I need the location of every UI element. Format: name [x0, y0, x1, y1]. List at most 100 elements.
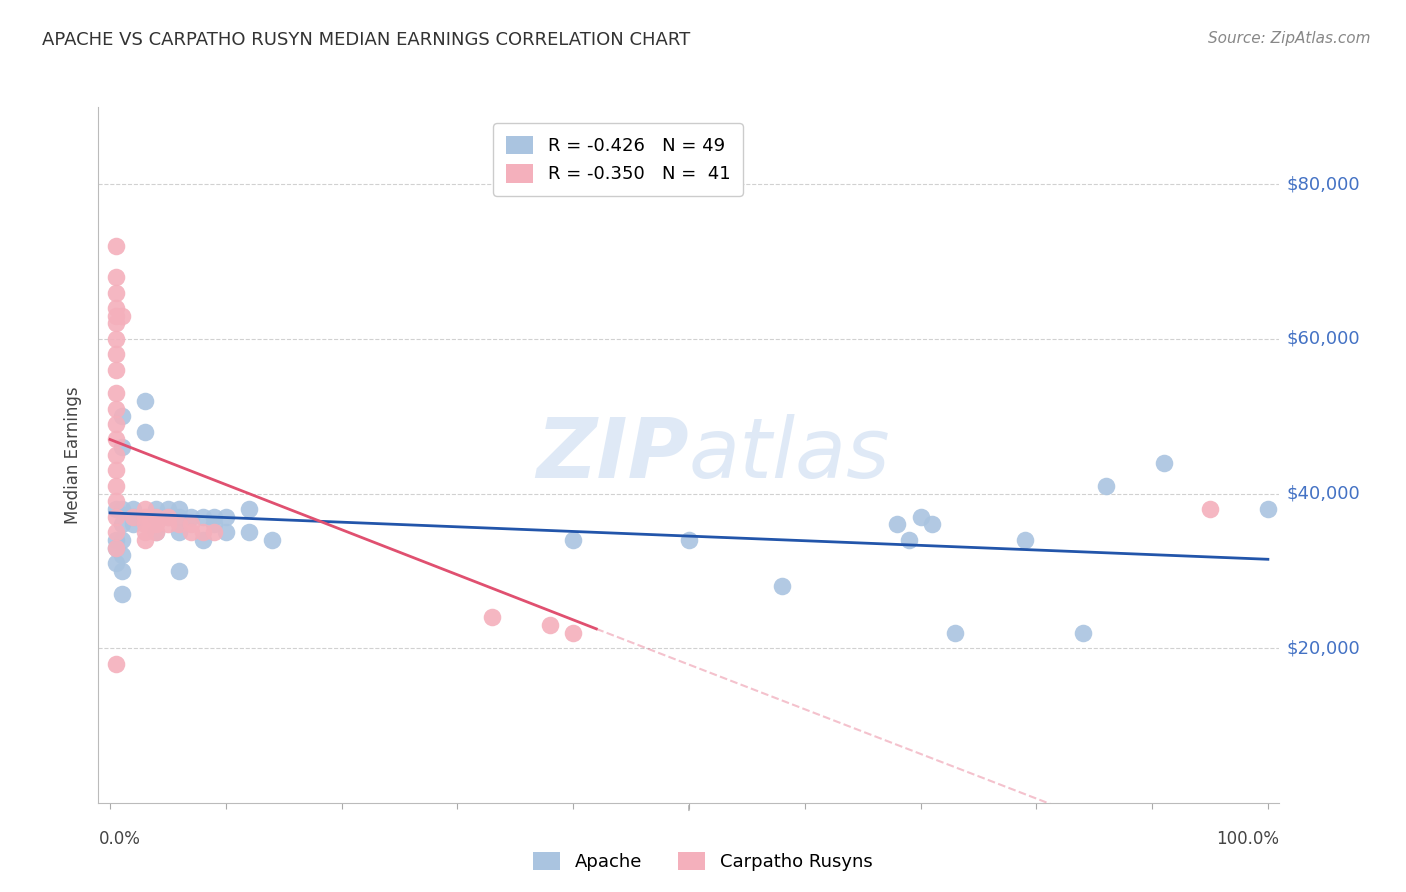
Point [562, 533, 585, 547]
Point [202, 517, 225, 532]
Point [104, 525, 127, 540]
Point [104, 363, 127, 377]
Point [145, 525, 167, 540]
Point [169, 502, 191, 516]
Point [145, 509, 167, 524]
Point [134, 517, 156, 532]
Point [180, 517, 202, 532]
Point [104, 433, 127, 447]
Point [110, 309, 132, 323]
Point [180, 525, 202, 540]
Point [191, 525, 214, 540]
Text: APACHE VS CARPATHO RUSYN MEDIAN EARNINGS CORRELATION CHART: APACHE VS CARPATHO RUSYN MEDIAN EARNINGS… [42, 31, 690, 49]
Point [134, 525, 156, 540]
Text: 100.0%: 100.0% [1216, 830, 1279, 847]
Point [678, 533, 700, 547]
Point [110, 587, 132, 601]
Text: 0.0%: 0.0% [98, 830, 141, 847]
Point [215, 509, 238, 524]
Point [1257, 502, 1279, 516]
Point [110, 564, 132, 578]
Point [104, 285, 127, 300]
Point [191, 533, 214, 547]
Point [104, 301, 127, 315]
Point [156, 517, 179, 532]
Point [104, 509, 127, 524]
Point [145, 509, 167, 524]
Point [134, 533, 156, 547]
Point [1153, 456, 1175, 470]
Point [104, 386, 127, 401]
Point [202, 525, 225, 540]
Point [110, 440, 132, 454]
Point [110, 533, 132, 547]
Text: ZIP: ZIP [536, 415, 689, 495]
Point [180, 509, 202, 524]
Text: atlas: atlas [689, 415, 890, 495]
Point [169, 517, 191, 532]
Point [262, 533, 284, 547]
Point [156, 502, 179, 516]
Point [104, 417, 127, 431]
Point [104, 541, 127, 555]
Point [538, 618, 561, 632]
Point [104, 309, 127, 323]
Point [169, 509, 191, 524]
Point [110, 517, 132, 532]
Text: $40,000: $40,000 [1286, 484, 1360, 502]
Point [1199, 502, 1222, 516]
Point [104, 317, 127, 331]
Point [122, 509, 145, 524]
Point [104, 541, 127, 555]
Text: $20,000: $20,000 [1286, 640, 1360, 657]
Point [104, 657, 127, 671]
Point [104, 556, 127, 570]
Point [134, 509, 156, 524]
Point [238, 525, 260, 540]
Point [110, 409, 132, 424]
Point [910, 509, 932, 524]
Point [134, 425, 156, 439]
Point [238, 502, 260, 516]
Point [145, 517, 167, 532]
Point [481, 610, 503, 624]
Point [104, 270, 127, 285]
Point [1094, 479, 1116, 493]
Text: $60,000: $60,000 [1286, 330, 1360, 348]
Point [104, 448, 127, 462]
Point [104, 533, 127, 547]
Point [104, 463, 127, 477]
Text: Source: ZipAtlas.com: Source: ZipAtlas.com [1208, 31, 1371, 46]
Y-axis label: Median Earnings: Median Earnings [65, 386, 83, 524]
Point [770, 579, 793, 593]
Point [156, 509, 179, 524]
Point [202, 509, 225, 524]
Point [886, 517, 908, 532]
Point [104, 401, 127, 416]
Point [104, 239, 127, 253]
Point [169, 564, 191, 578]
Point [122, 502, 145, 516]
Legend: Apache, Carpatho Rusyns: Apache, Carpatho Rusyns [526, 845, 880, 879]
Point [134, 393, 156, 408]
Point [156, 509, 179, 524]
Point [1071, 625, 1094, 640]
Point [145, 525, 167, 540]
Point [145, 502, 167, 516]
Point [110, 502, 132, 516]
Point [104, 332, 127, 346]
Point [191, 509, 214, 524]
Point [104, 347, 127, 361]
Point [215, 525, 238, 540]
Point [104, 502, 127, 516]
Point [169, 525, 191, 540]
Point [104, 479, 127, 493]
Point [104, 494, 127, 508]
Point [921, 517, 943, 532]
Point [943, 625, 966, 640]
Point [1014, 533, 1036, 547]
Point [122, 517, 145, 532]
Point [897, 533, 920, 547]
Point [122, 509, 145, 524]
Legend: R = -0.426   N = 49, R = -0.350   N =  41: R = -0.426 N = 49, R = -0.350 N = 41 [494, 123, 742, 196]
